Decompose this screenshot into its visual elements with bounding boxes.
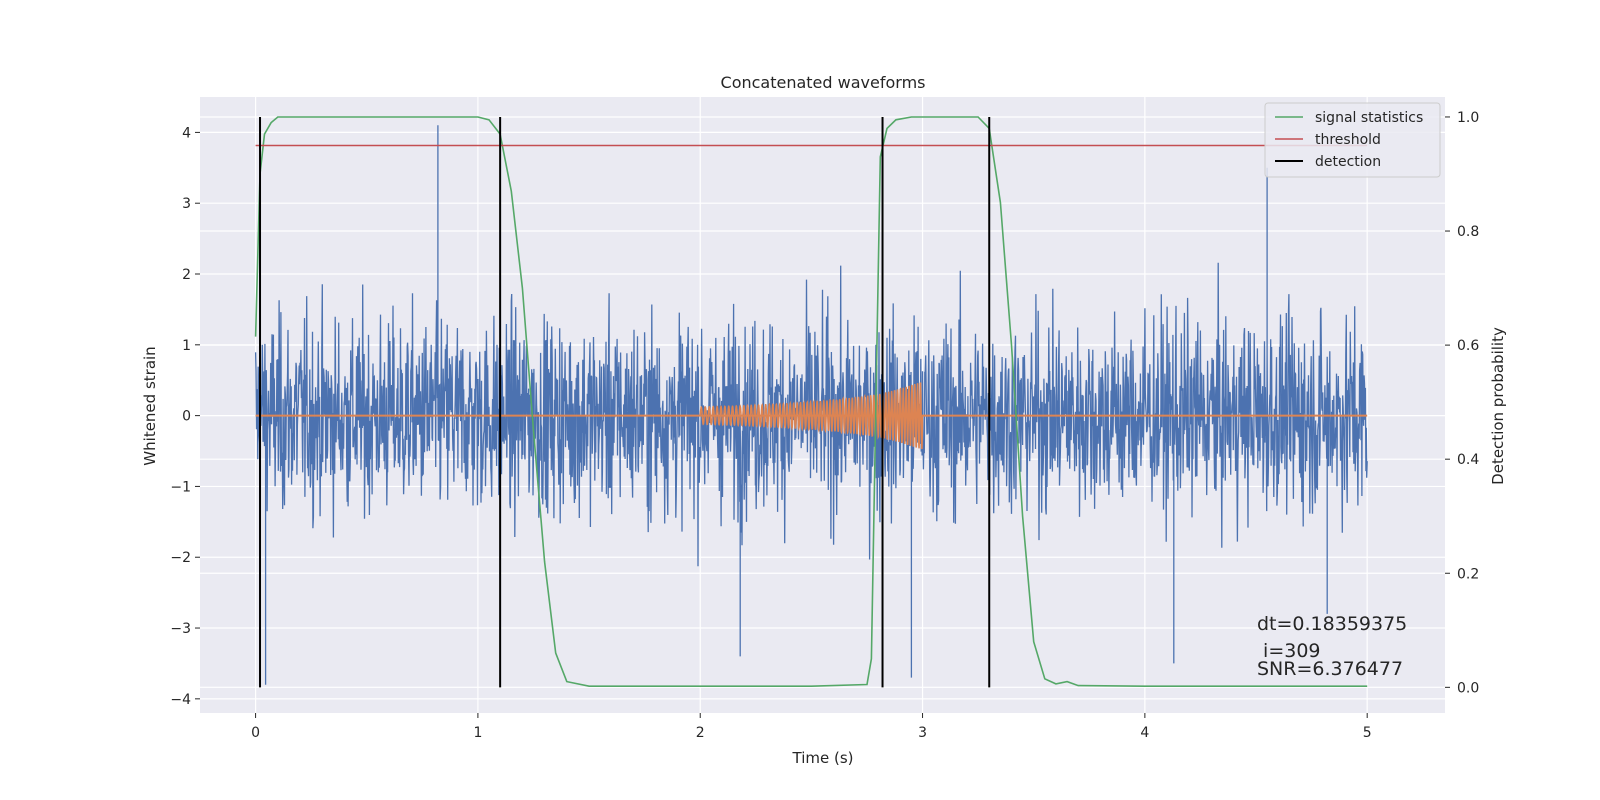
- injection-line: [699, 382, 924, 450]
- y-tick-label: −4: [170, 692, 191, 708]
- y2-tick-label: 0.4: [1457, 452, 1479, 468]
- y2-axis-ticks: 0.0 0.2 0.4 0.6 0.8 1.0: [1445, 110, 1479, 696]
- y-axis-ticks: −4 −3 −2 −1 0 1 2 3 4: [170, 125, 200, 708]
- x-axis-label: Time (s): [792, 749, 854, 767]
- x-tick-label: 4: [1140, 725, 1149, 741]
- injection-trace: [255, 382, 1368, 450]
- annotation-i: i=309: [1257, 640, 1321, 662]
- detection-lines: [259, 116, 991, 688]
- x-axis-ticks: 0 1 2 3 4 5: [251, 713, 1372, 741]
- legend-label-signal-statistics: signal statistics: [1315, 110, 1423, 126]
- y-tick-label: 0: [182, 409, 191, 425]
- chart-title: Concatenated waveforms: [721, 73, 926, 92]
- y-tick-label: −3: [170, 621, 191, 637]
- y-tick-label: 2: [182, 267, 191, 283]
- y-tick-label: 1: [182, 338, 191, 354]
- legend-label-threshold: threshold: [1315, 132, 1381, 148]
- y2-tick-label: 0.2: [1457, 566, 1479, 582]
- y2-tick-label: 1.0: [1457, 110, 1479, 126]
- y-axis-label: Whitened strain: [141, 346, 159, 465]
- y-tick-label: 4: [182, 125, 191, 141]
- x-tick-label: 3: [918, 725, 927, 741]
- x-tick-label: 5: [1363, 725, 1372, 741]
- y2-tick-label: 0.6: [1457, 338, 1479, 354]
- signal-statistics-line: [254, 116, 1368, 687]
- y-tick-label: −1: [170, 479, 191, 495]
- annotation-snr: SNR=6.376477: [1257, 658, 1403, 680]
- legend-box: [1264, 102, 1441, 178]
- annotation-dt: dt=0.18359375: [1257, 613, 1407, 635]
- x-tick-label: 1: [473, 725, 482, 741]
- legend: signal statistics threshold detection: [1264, 102, 1441, 178]
- x-tick-label: 0: [251, 725, 260, 741]
- legend-label-detection: detection: [1315, 154, 1381, 170]
- y2-tick-label: 0.8: [1457, 224, 1479, 240]
- y2-tick-label: 0.0: [1457, 680, 1479, 696]
- x-tick-label: 2: [696, 725, 705, 741]
- y-tick-label: 3: [182, 196, 191, 212]
- y2-axis-label: Detection probability: [1489, 327, 1507, 485]
- signal-statistics-trace: [254, 116, 1368, 687]
- y-tick-label: −2: [170, 550, 191, 566]
